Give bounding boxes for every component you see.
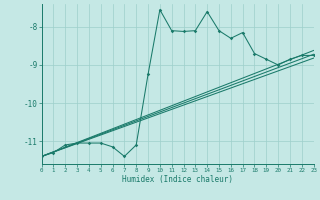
X-axis label: Humidex (Indice chaleur): Humidex (Indice chaleur) xyxy=(122,175,233,184)
